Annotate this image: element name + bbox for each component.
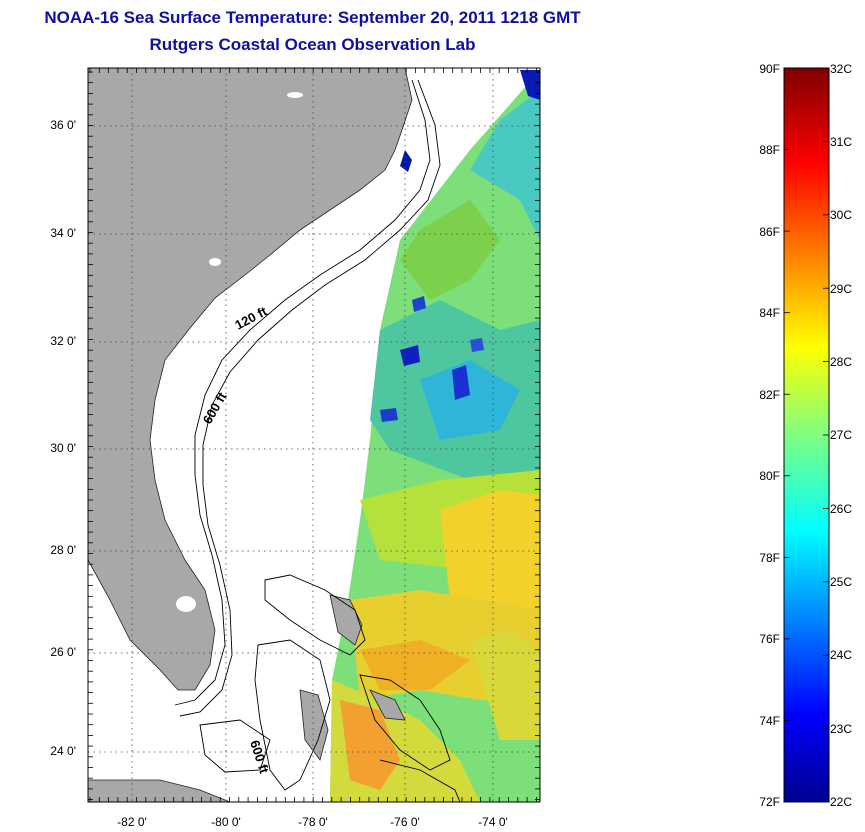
cb-c-29: 29C [830, 282, 853, 296]
cb-c-25: 25C [830, 575, 853, 589]
sst-swath [330, 70, 540, 802]
lat-label-36: 36 0' [50, 118, 76, 132]
cb-f-72: 72F [759, 795, 780, 809]
cb-c-30: 30C [830, 208, 853, 222]
cb-f-80: 80F [759, 469, 780, 483]
lon-label-82: -82 0' [117, 815, 147, 829]
cb-c-28: 28C [830, 355, 853, 369]
cb-c-22: 22C [830, 795, 853, 809]
cb-f-78: 78F [759, 551, 780, 565]
lon-label-78: -78 0' [298, 815, 328, 829]
graticule [88, 68, 540, 802]
lat-label-32: 32 0' [50, 334, 76, 348]
lon-label-80: -80 0' [211, 815, 241, 829]
map-border [87, 67, 541, 803]
cb-c-23: 23C [830, 722, 853, 736]
lat-label-30: 30 0' [50, 441, 76, 455]
cb-c-26: 26C [830, 502, 853, 516]
cb-c-27: 27C [830, 428, 853, 442]
lat-label-24: 24 0' [50, 744, 76, 758]
lat-label-28: 28 0' [50, 543, 76, 557]
cb-f-76: 76F [759, 632, 780, 646]
lat-label-34: 34 0' [50, 226, 76, 240]
cb-c-24: 24C [830, 648, 853, 662]
cb-f-84: 84F [759, 306, 780, 320]
lon-label-74: -74 0' [478, 815, 508, 829]
colorbar-ticks [784, 67, 829, 803]
cb-f-88: 88F [759, 143, 780, 157]
map-subtitle: Rutgers Coastal Ocean Observation Lab [149, 35, 476, 54]
cb-f-74: 74F [759, 714, 780, 728]
cb-c-31: 31C [830, 135, 853, 149]
colorbar [783, 67, 830, 803]
cb-f-90: 90F [759, 62, 780, 76]
land-mass [88, 68, 413, 802]
cb-f-82: 82F [759, 388, 780, 402]
frame-ticks [88, 68, 540, 802]
bathymetry-contours [174, 79, 461, 802]
lon-label-76: -76 0' [390, 815, 420, 829]
map-title: NOAA-16 Sea Surface Temperature: Septemb… [44, 8, 581, 27]
lat-label-26: 26 0' [50, 645, 76, 659]
cb-c-32: 32C [830, 62, 853, 76]
cb-f-86: 86F [759, 225, 780, 239]
